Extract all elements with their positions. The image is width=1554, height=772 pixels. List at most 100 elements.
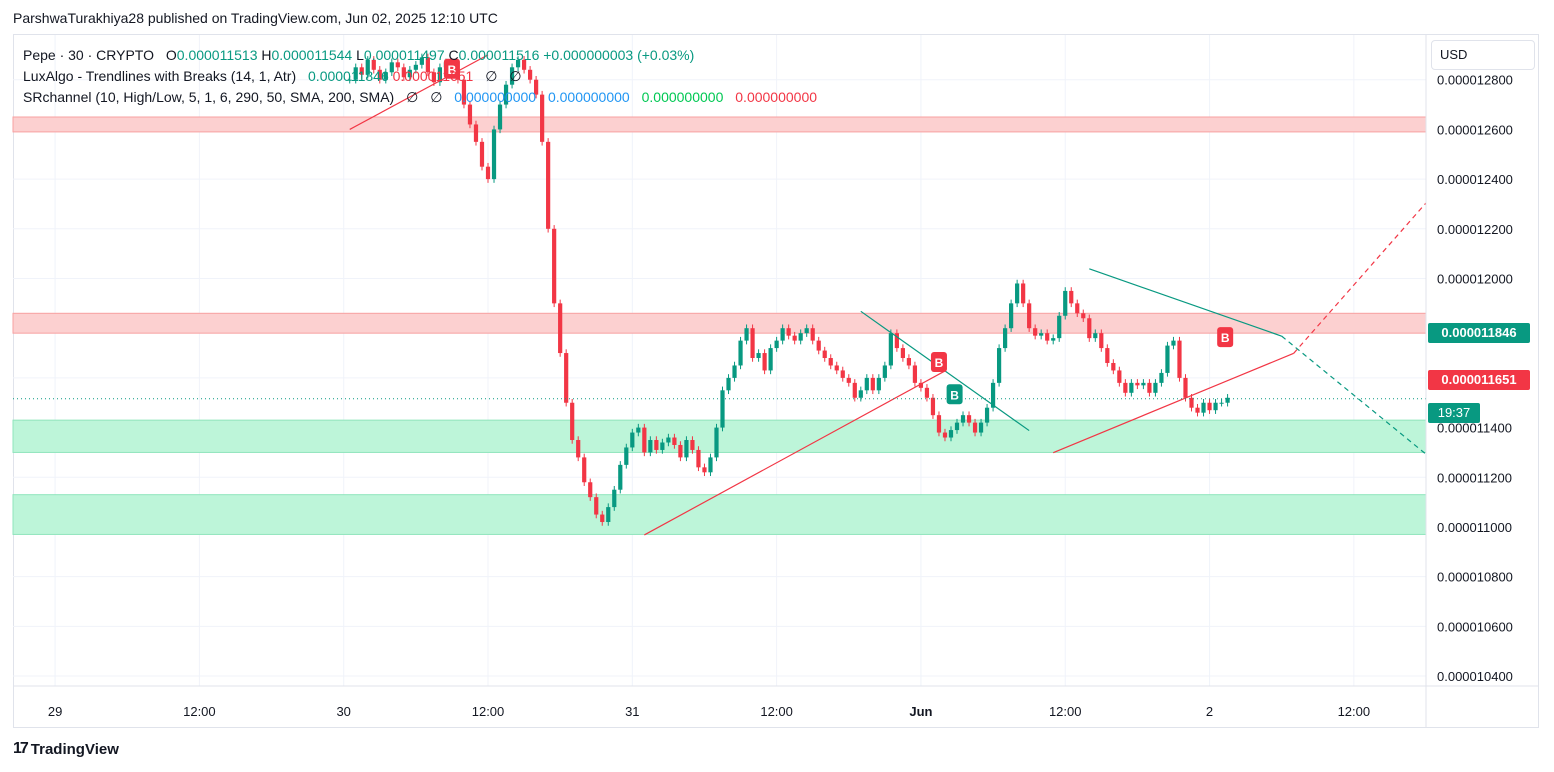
candle-body <box>840 370 845 378</box>
candle-body <box>407 69 412 78</box>
candle-body <box>521 59 527 70</box>
y-axis-tick-label: 0.000010400 <box>1437 669 1513 684</box>
candle-body <box>726 377 731 391</box>
break-marker <box>930 351 947 372</box>
candle-body <box>413 64 418 70</box>
brand-text: TradingView <box>30 740 119 758</box>
candle-body <box>678 444 683 458</box>
break-marker <box>946 384 963 405</box>
support-zone <box>12 494 1427 535</box>
candle-body <box>810 328 815 341</box>
candle-body <box>485 166 491 180</box>
candle-body <box>612 489 617 508</box>
legend-low-label: L <box>356 47 364 63</box>
trendline-support-projection <box>1293 202 1427 354</box>
candle-body <box>756 353 761 359</box>
legend-change: +0.000000003 (+0.03%) <box>543 47 695 63</box>
candle-body <box>1165 345 1170 373</box>
candle-body <box>798 333 803 341</box>
legend: Pepe · 30 · CRYPTO O0.000011513 H0.00001… <box>23 45 817 108</box>
candle-body <box>1117 370 1122 383</box>
legend-sr-v4: 0.000000000 <box>547 89 630 105</box>
candle-body <box>978 422 984 433</box>
break-marker-label: B <box>1221 331 1230 345</box>
break-marker <box>443 58 460 79</box>
legend-close-label: C <box>448 47 459 63</box>
candle-body <box>1087 318 1092 339</box>
x-axis-tick-label: 12:00 <box>760 704 793 719</box>
x-axis-tick-label: 12:00 <box>1049 704 1082 719</box>
candle-body <box>636 427 641 433</box>
candle-body <box>780 328 785 341</box>
tradingview-brand[interactable]: 17 TradingView <box>13 740 119 758</box>
candle-body <box>1147 382 1152 393</box>
candle-body <box>558 303 563 354</box>
x-axis-tick-label: 31 <box>625 704 639 719</box>
candle-body <box>347 79 352 81</box>
candle-body <box>1051 338 1056 341</box>
candle-body <box>630 432 635 448</box>
candle-body <box>930 397 936 416</box>
candle-body <box>1039 333 1044 336</box>
legend-luxalgo-name[interactable]: LuxAlgo - Trendlines with Breaks (14, 1,… <box>23 68 297 84</box>
y-axis-tick-label: 0.000011000 <box>1437 520 1512 535</box>
candle-body <box>527 69 533 80</box>
legend-sr-v3: 0.000000000 <box>454 89 537 105</box>
candle-body <box>900 348 905 359</box>
candle-body <box>714 427 719 458</box>
candle-body <box>377 69 382 80</box>
candle-body <box>768 348 773 371</box>
candle-body <box>1027 303 1032 329</box>
candle-body <box>738 340 743 366</box>
candle-body <box>1081 313 1086 319</box>
candle-body <box>1105 348 1110 363</box>
currency-selector[interactable]: USD <box>1431 40 1535 70</box>
candle-body <box>684 440 689 458</box>
candle-body <box>1069 290 1074 304</box>
legend-sr-v6: 0.000000000 <box>735 89 818 105</box>
candle-body <box>750 328 755 359</box>
candle-body <box>1015 283 1020 304</box>
candle-body <box>497 104 503 130</box>
candle-body <box>924 387 930 398</box>
candle-body <box>1057 315 1062 339</box>
candle-body <box>846 377 851 383</box>
y-axis-tick-label: 0.000010800 <box>1437 570 1513 585</box>
candle-body <box>762 353 767 371</box>
candle-body <box>804 328 809 334</box>
candle-body <box>1075 303 1080 314</box>
candle-body <box>359 67 364 75</box>
candle-body <box>564 353 569 403</box>
candle-body <box>1111 362 1116 371</box>
candle-body <box>1195 407 1200 413</box>
candle-body <box>666 437 671 443</box>
candle-body <box>600 514 605 523</box>
y-axis-tick-label: 0.000012200 <box>1437 222 1513 237</box>
candle-body <box>936 415 942 433</box>
candle-body <box>461 79 467 105</box>
legend-srchannel-name[interactable]: SRchannel (10, High/Low, 5, 1, 6, 290, 5… <box>23 89 395 105</box>
legend-luxalgo-v1: 0.000011846 <box>308 68 389 84</box>
legend-luxalgo-row: LuxAlgo - Trendlines with Breaks (14, 1,… <box>23 66 817 87</box>
candle-body <box>582 457 587 483</box>
trendline-support <box>644 370 946 536</box>
candle-body <box>419 57 424 65</box>
candle-body <box>972 422 978 433</box>
candle-body <box>1009 303 1014 329</box>
candle-body <box>618 464 623 490</box>
x-axis-tick-label: 12:00 <box>183 704 216 719</box>
candle-body <box>1141 382 1146 386</box>
candle-body <box>588 482 593 498</box>
candle-body <box>654 440 659 450</box>
candle-body <box>1063 290 1068 316</box>
candle-body <box>546 141 551 229</box>
candle-body <box>1183 377 1188 398</box>
candle-body <box>570 402 575 441</box>
x-axis-tick-label: 30 <box>336 704 350 719</box>
break-marker <box>1217 327 1234 348</box>
candle-body <box>606 507 611 523</box>
candle-body <box>774 340 779 349</box>
candle-body <box>864 377 869 391</box>
legend-symbol[interactable]: Pepe · 30 · CRYPTO <box>23 47 154 63</box>
